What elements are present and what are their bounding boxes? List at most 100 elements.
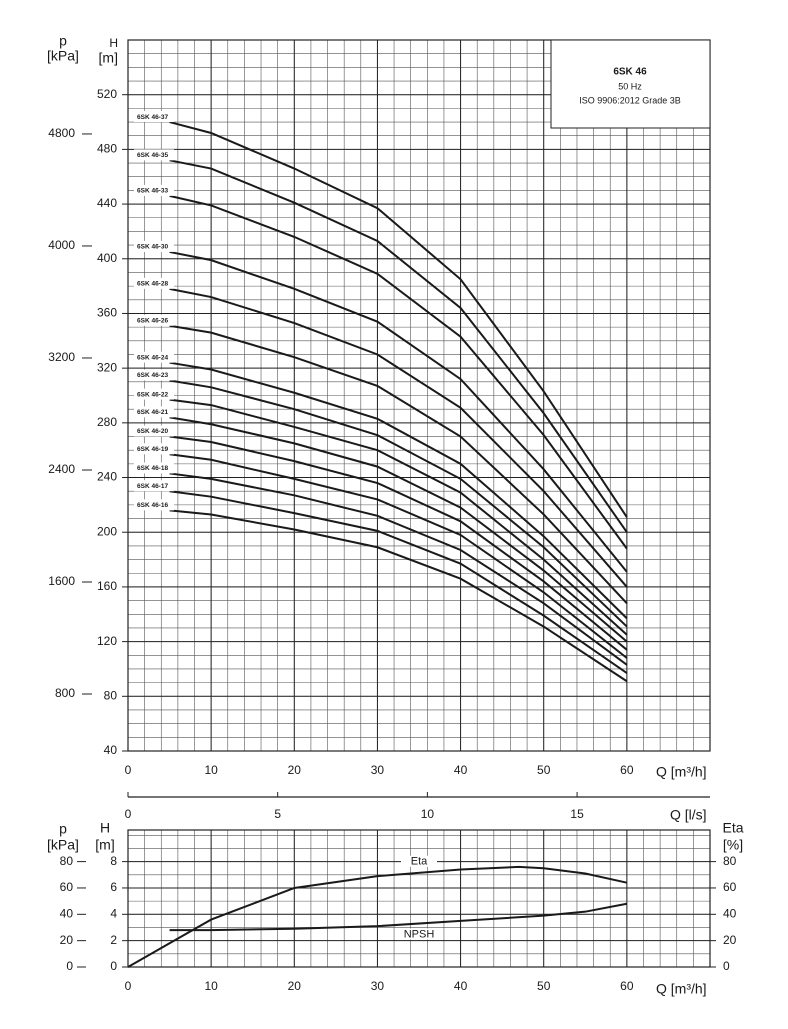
y-tick-label: 480 xyxy=(97,142,117,156)
x-tick-label: 5 xyxy=(274,807,281,821)
x-tick-label: 10 xyxy=(204,979,218,993)
y-axis-unit: [m] xyxy=(99,50,118,66)
y-tick-label: 0 xyxy=(110,959,117,973)
y-tick-label: 40 xyxy=(104,743,118,757)
curve xyxy=(169,361,628,620)
plot-frame xyxy=(127,829,711,968)
curve-label-box xyxy=(134,443,174,455)
y3-tick-label: 20 xyxy=(60,933,74,947)
y3-axis-unit: [kPa] xyxy=(47,837,79,853)
curve xyxy=(169,902,628,932)
curve xyxy=(169,472,628,666)
y2-tick-label: 3200 xyxy=(48,350,75,364)
y-tick-label: 4 xyxy=(110,906,117,920)
y3-tick-label: 40 xyxy=(60,906,74,920)
y2-axis-title: Eta xyxy=(722,820,743,836)
curve-label: 6SK 46-19 xyxy=(137,446,168,453)
plot-frame xyxy=(127,39,711,752)
x-tick-label: 10 xyxy=(421,807,435,821)
curve xyxy=(169,324,628,605)
curve xyxy=(169,453,628,659)
y3-tick-label: 80 xyxy=(60,854,74,868)
curve-label: 6SK 46-23 xyxy=(137,372,168,379)
y3-tick-label: 60 xyxy=(60,880,74,894)
x-tick-label: 15 xyxy=(570,807,584,821)
curve xyxy=(169,398,628,636)
y2-tick-label: 60 xyxy=(723,880,737,894)
curve xyxy=(169,509,628,683)
curve-label: 6SK 46-35 xyxy=(137,152,168,159)
y3-axis-title: p xyxy=(59,821,67,837)
y-tick-label: 200 xyxy=(97,524,117,538)
curve xyxy=(169,416,628,643)
y-tick-label: 2 xyxy=(110,933,117,947)
curve-label-box xyxy=(134,277,174,289)
y2-tick-label: 1600 xyxy=(48,574,75,588)
curve-label: 6SK 46-24 xyxy=(137,354,168,361)
info-line: ISO 9906:2012 Grade 3B xyxy=(579,95,681,105)
curve-label-box xyxy=(134,388,174,400)
y-tick-label: 440 xyxy=(97,196,117,210)
curve-label: 6SK 46-21 xyxy=(137,409,168,416)
curve-label: 6SK 46-37 xyxy=(137,114,168,121)
y2-tick-label: 4000 xyxy=(48,238,75,252)
y-tick-label: 6 xyxy=(110,880,117,894)
curve-label-box xyxy=(134,240,174,252)
y-tick-label: 80 xyxy=(104,688,118,702)
x-tick-label: 30 xyxy=(371,763,385,777)
y2-tick-label: 800 xyxy=(55,686,75,700)
curve-label-box xyxy=(134,406,174,418)
y2-tick-label: 40 xyxy=(723,906,737,920)
curve-label: 6SK 46-33 xyxy=(137,188,168,195)
x-tick-label: 20 xyxy=(288,979,302,993)
curve-label-box xyxy=(134,111,174,123)
x-axis-title: Q [m³/h] xyxy=(656,981,707,997)
curve xyxy=(169,250,628,573)
y2-tick-label: 80 xyxy=(723,854,737,868)
info-title: 6SK 46 xyxy=(613,67,647,78)
legend-label: NPSH xyxy=(404,928,435,940)
y2-tick-label: 0 xyxy=(723,959,730,973)
curve xyxy=(169,121,628,518)
x-tick-label: 30 xyxy=(371,979,385,993)
x-tick-label: 10 xyxy=(204,763,218,777)
legend-label: Eta xyxy=(411,856,428,868)
curve-label: 6SK 46-22 xyxy=(137,391,168,398)
y2-axis-unit: [kPa] xyxy=(47,48,79,64)
curve-label: 6SK 46-17 xyxy=(137,483,168,490)
x-tick-label: 60 xyxy=(620,763,634,777)
y2-axis-title: p xyxy=(59,33,67,49)
curve-label: 6SK 46-18 xyxy=(137,465,168,472)
x-tick-label: 0 xyxy=(125,763,132,777)
y-tick-label: 400 xyxy=(97,251,117,265)
curve-label-box xyxy=(134,184,174,196)
y2-tick-label: 2400 xyxy=(48,462,75,476)
x-tick-label: 0 xyxy=(125,807,132,821)
y-axis-title: H xyxy=(109,36,118,50)
curve-label-box xyxy=(134,314,174,326)
x-tick-label: 40 xyxy=(454,979,468,993)
curve xyxy=(169,379,628,628)
y-tick-label: 8 xyxy=(110,854,117,868)
y-tick-label: 360 xyxy=(97,306,117,320)
curve-label: 6SK 46-16 xyxy=(137,502,168,509)
curve xyxy=(169,287,628,588)
x-axis-title: Q [l/s] xyxy=(670,807,707,823)
curve-label: 6SK 46-28 xyxy=(137,281,168,288)
curve-label-box xyxy=(134,351,174,363)
y2-tick-label: 20 xyxy=(723,933,737,947)
y2-axis-unit: [%] xyxy=(723,837,743,853)
info-line: 50 Hz xyxy=(618,81,642,91)
x-tick-label: 0 xyxy=(125,979,132,993)
curve-label-box xyxy=(134,369,174,381)
x-tick-label: 50 xyxy=(537,979,551,993)
y-tick-label: 240 xyxy=(97,470,117,484)
x-tick-label: 20 xyxy=(288,763,302,777)
curve-label: 6SK 46-26 xyxy=(137,317,168,324)
curve xyxy=(127,865,628,968)
info-box xyxy=(550,39,711,129)
curve xyxy=(169,490,628,674)
curve xyxy=(169,194,628,550)
y-tick-label: 120 xyxy=(97,634,117,648)
curve xyxy=(169,435,628,651)
